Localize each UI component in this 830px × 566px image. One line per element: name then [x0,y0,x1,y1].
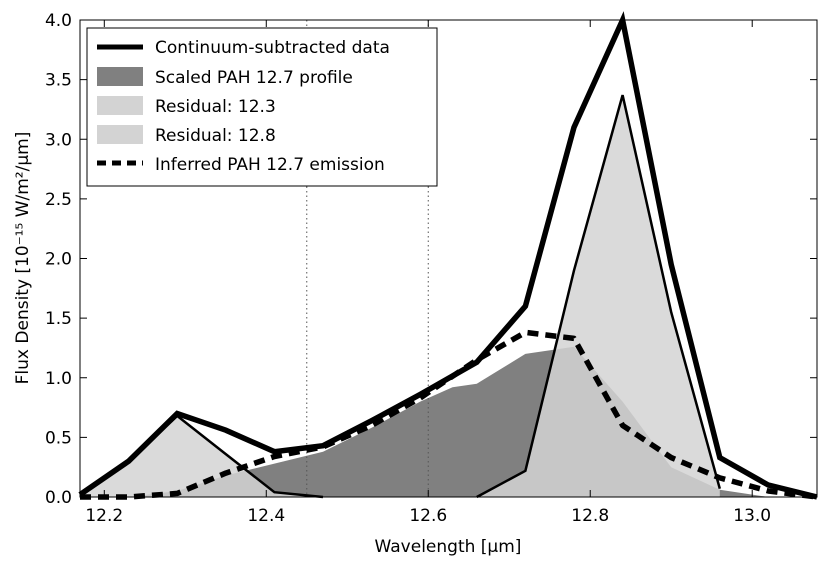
series-continuum-line [78,11,818,500]
x-tick-label-4: 13.0 [733,506,771,526]
y-tick-label-8: 4.0 [45,11,72,31]
y-tick-label-1: 0.5 [45,428,72,448]
legend-label-scaled-pah: Scaled PAH 12.7 profile [155,68,353,88]
legend-swatch-residual-12-8 [97,125,143,144]
y-tick-label-0: 0.0 [45,488,72,508]
y-axis-label: Flux Density [10⁻¹⁵ W/m²/μm] [13,132,33,385]
y-tick-label-7: 3.5 [45,71,72,91]
x-tick-label-3: 12.8 [571,506,609,526]
legend-swatch-residual-12-3 [97,96,143,115]
series-residual-12-8-outline [476,94,722,499]
x-tick-label-2: 12.6 [409,506,447,526]
y-tick-label-3: 1.5 [45,309,72,329]
series-residual-12-3-area [80,415,323,497]
legend: Continuum-subtracted data Scaled PAH 12.… [86,27,438,187]
series-residual-12-8-area [476,95,720,497]
legend-label-residual-12-3: Residual: 12.3 [155,97,276,117]
y-tick-label-2: 1.0 [45,369,72,389]
y-tick-label-5: 2.5 [45,190,72,210]
legend-label-continuum: Continuum-subtracted data [155,38,390,58]
x-axis-label: Wavelength [μm] [375,537,522,557]
y-tick-label-4: 2.0 [45,250,72,270]
legend-frame [86,27,438,187]
y-tick-label-6: 3.0 [45,130,72,150]
legend-label-inferred-pah: Inferred PAH 12.7 emission [155,155,385,175]
x-tick-label-0: 12.2 [85,506,123,526]
plot-area: 12.2 12.4 12.6 12.8 13.0 0.0 0.5 1.0 1.5 2.0 2.5 3.… [45,11,818,526]
legend-label-residual-12-8: Residual: 12.8 [155,126,276,146]
legend-swatch-scaled-pah [97,67,143,86]
x-tick-label-1: 12.4 [247,506,285,526]
